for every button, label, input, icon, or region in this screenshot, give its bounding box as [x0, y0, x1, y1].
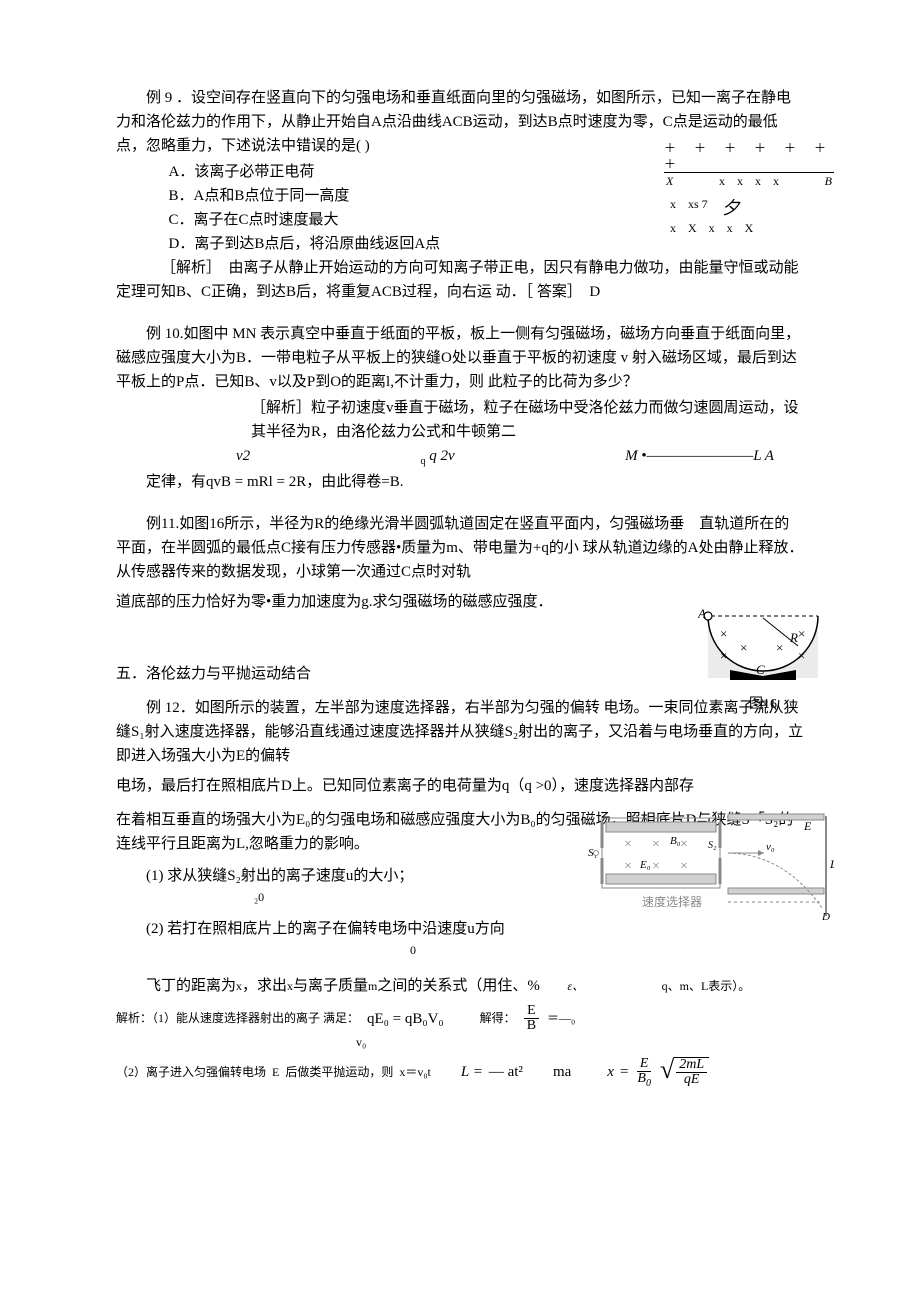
example-10: 例 10.如图中 MN 表示真空中垂直于纸面的平板，板上一侧有匀强磁场，磁场方向…	[116, 322, 804, 494]
svg-text:×: ×	[740, 640, 747, 655]
ex12-eps: ε、	[567, 979, 584, 993]
ex10-mla: M •————————L A	[625, 444, 774, 470]
ex12-sol1-pre: 解析：（1）能从速度选择器射出的离子 满足：	[116, 1009, 359, 1028]
svg-text:×: ×	[652, 837, 660, 852]
ex9-analysis: ［解析］ 由离子从静止开始运动的方向可知离子带正电，因只有静电力做功，由能量守恒…	[116, 256, 804, 304]
root-num: 2mL	[676, 1058, 707, 1073]
final-E: E	[637, 1057, 652, 1072]
svg-text:×: ×	[798, 648, 805, 663]
ex9-fig-curve: 夕	[722, 196, 740, 220]
svg-text:×: ×	[652, 859, 660, 874]
final-B: B0	[634, 1072, 654, 1089]
svg-text:×: ×	[720, 626, 727, 641]
frac-den: B	[524, 1019, 539, 1033]
svg-text:D: D	[821, 911, 830, 923]
example-12: 例 12．如图所示的装置，左半部为速度选择器，右半部为匀强的偏转 电场。一束同位…	[116, 696, 804, 1088]
ex12-q2: (2) 若打在照相底片上的离子在偏转电场中沿速度u方向	[146, 921, 505, 937]
ex12-sol2-ma: ma	[553, 1060, 571, 1084]
svg-text:×: ×	[798, 626, 805, 641]
radical-icon: √	[660, 1057, 674, 1087]
svg-text:L: L	[829, 857, 834, 871]
svg-text:×: ×	[624, 859, 632, 874]
ex11-figure-svg: A R C × × × × × ×	[698, 608, 828, 686]
ex10-stem: 例 10.如图中 MN 表示真空中垂直于纸面的平板，板上一侧有匀强磁场，磁场方向…	[116, 322, 804, 394]
ex12-sol2-L: L =	[461, 1060, 483, 1084]
ex12-sol1-jie: 解得：	[480, 1009, 516, 1028]
ex10-analysis1: ［解析］粒子初速度v垂直于磁场，粒子在磁场中受洛伦兹力而做匀速圆周运动，设其半径…	[116, 396, 804, 444]
ex10-q2v: q q 2v	[421, 444, 455, 470]
ex12-sol2-post: 后做类平抛运动，则	[285, 1063, 393, 1082]
ex12-stem2: 电场，最后打在照相底片D上。已知同位素离子的电荷量为q（q >0），速度选择器内…	[116, 774, 804, 798]
final-eq-sign: =	[620, 1060, 628, 1084]
svg-text:B₀: B₀	[670, 835, 681, 847]
svg-text:×: ×	[776, 640, 783, 655]
ex12-figure-svg: S₁ × × × × × × B₀ E₀ S₂ 速度选择器 v₀ E L D	[584, 808, 834, 928]
ex12-q3-m: m	[368, 979, 377, 993]
ex12-q3-end: 之间的关系式（用住、%	[377, 978, 540, 994]
final-x: x	[607, 1060, 614, 1084]
ex12-q3-post: 与离子质量	[293, 978, 368, 994]
svg-text:×: ×	[680, 859, 688, 874]
ex9-fig-toprow: ＋ ＋ ＋ ＋ ＋ ＋ ＋	[664, 140, 834, 173]
ex12-q3-pre: 飞丁的距离为	[146, 978, 236, 994]
ex12-stem1: 例 12．如图所示的装置，左半部为速度选择器，右半部为匀强的偏转 电场。一束同位…	[116, 696, 804, 768]
frac-num: E	[524, 1004, 539, 1019]
ex12-q3: 飞丁的距离为x，求出x与离子质量m之间的关系式（用住、% ε、 q、m、L表示）…	[116, 974, 804, 998]
ex9-fig-mid1: x x x x	[719, 173, 779, 189]
ex12-q3-mid: ，求出	[242, 978, 287, 994]
ex10-line3: v2 q q 2v M •————————L A	[116, 444, 804, 470]
ex12-sol2: （2）离子进入匀强偏转电场E后做类平抛运动，则 x＝v₀t L = — at² …	[116, 1057, 804, 1089]
svg-text:C: C	[756, 662, 765, 677]
ex12-sol2-at2: — at²	[489, 1060, 523, 1084]
svg-text:E: E	[803, 819, 812, 833]
ex12-figure: S₁ × × × × × × B₀ E₀ S₂ 速度选择器 v₀ E L D	[584, 808, 834, 936]
ex10-law: 定律，有qvB = mRl = 2R，由此得卷=B.	[116, 470, 804, 494]
ex12-sol2-x: x＝v₀t	[399, 1063, 431, 1082]
svg-text:A: A	[698, 608, 706, 621]
svg-text:×: ×	[720, 648, 727, 663]
svg-text:S₂: S₂	[708, 840, 717, 851]
ex9-fig-mid2: x xs 7	[670, 196, 708, 220]
ex12-sol1: 解析：（1）能从速度选择器射出的离子 满足： qE₀ = qB₀V₀ 解得： E…	[116, 1004, 804, 1033]
ex10-v2: v2	[236, 444, 250, 470]
ex12-final-eq: x = E B0 √ 2mL qE	[607, 1057, 709, 1089]
ex12-frac-eb: E B	[524, 1004, 539, 1033]
ex12-sol1-v: v₀	[116, 1033, 804, 1052]
example-9: 例 9 ．设空间存在竖直向下的匀强电场和垂直纸面向里的匀强磁场，如图所示，已知一…	[116, 86, 804, 304]
ex11-stem: 例11.如图16所示，半径为R的绝缘光滑半圆弧轨道固定在竖直平面内，匀强磁场垂 …	[116, 512, 804, 584]
ex9-fig-x: X	[666, 173, 673, 189]
ex12-q2-sub: 0	[146, 941, 804, 960]
root-den: qE	[681, 1073, 703, 1087]
final-root-frac: 2mL qE	[676, 1058, 707, 1087]
ex12-sol2-e: E	[272, 1063, 279, 1082]
ex12-q3-right: q、m、L表示）。	[662, 979, 751, 993]
svg-text:速度选择器: 速度选择器	[642, 894, 702, 909]
ex9-fig-botrow: x X x x X	[664, 220, 834, 236]
ex9-figure: ＋ ＋ ＋ ＋ ＋ ＋ ＋ X x x x x B x xs 7 夕 x X x…	[664, 140, 834, 236]
svg-text:v₀: v₀	[766, 841, 775, 853]
final-frac-eb: E B0	[634, 1057, 654, 1089]
svg-text:×: ×	[680, 837, 688, 852]
svg-text:×: ×	[624, 837, 632, 852]
ex12-sol1-eq: qE₀ = qB₀V₀	[367, 1007, 444, 1031]
svg-text:R: R	[789, 630, 798, 645]
example-11: 例11.如图16所示，半径为R的绝缘光滑半圆弧轨道固定在竖直平面内，匀强磁场垂 …	[116, 512, 804, 614]
ex12-sol2-pre: （2）离子进入匀强偏转电场	[116, 1063, 266, 1082]
frac-eq: ＝—₀	[547, 1009, 575, 1028]
final-sqrt: √ 2mL qE	[660, 1057, 709, 1087]
svg-text:E₀: E₀	[639, 859, 651, 871]
ex9-fig-b: B	[825, 173, 832, 189]
